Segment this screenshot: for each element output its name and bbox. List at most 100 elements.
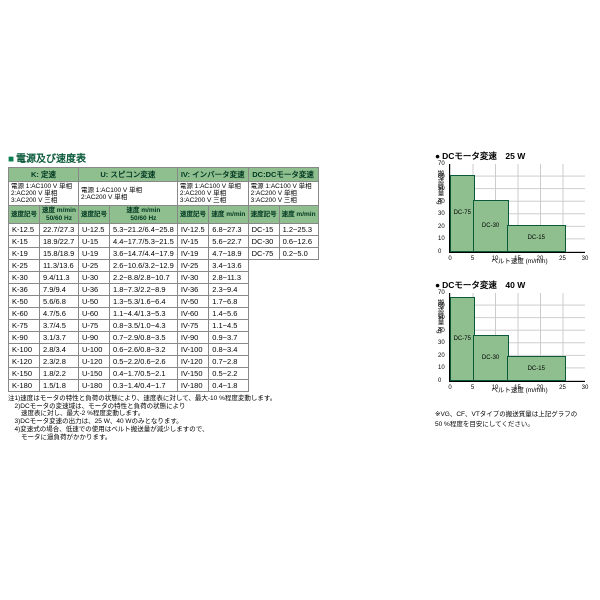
speed-code: K-12.5	[9, 223, 40, 235]
note-line: モータに過負荷がかかります。	[8, 434, 592, 442]
chart-bar: DC-30	[473, 200, 509, 252]
x-tick: 15	[514, 256, 521, 262]
speed-value: 0.9~3.7	[209, 331, 248, 343]
speed-table: K: 定速U: スピコン変速IV: インバータ変速DC:DCモータ変速電源 1:…	[8, 167, 319, 392]
chart-title: DCモータ変速 40 W	[435, 279, 590, 291]
speed-code: U-30	[78, 271, 109, 283]
y-tick: 10	[438, 236, 445, 242]
speed-code: DC-30	[248, 235, 279, 247]
col-val: 速度 m/min 50/60 Hz	[40, 206, 79, 223]
speed-value: 11.3/13.6	[40, 259, 79, 271]
speed-value: 0.4~1.7/0.5~2.1	[109, 367, 177, 379]
speed-code: IV-25	[177, 259, 208, 271]
group-header: IV: インバータ変速	[177, 168, 248, 182]
col-code: 速度記号	[248, 206, 279, 223]
y-tick: 60	[438, 174, 445, 180]
col-val: 速度 m/min 50/60 Hz	[109, 206, 177, 223]
speed-code: IV-180	[177, 379, 208, 391]
speed-value: 0.4~1.8	[209, 379, 248, 391]
speed-code: IV-30	[177, 271, 208, 283]
power-spec: 電源 1:AC100 V 単相 2:AC200 V 単相	[78, 182, 177, 206]
speed-code: IV-120	[177, 355, 208, 367]
group-header: K: 定速	[9, 168, 79, 182]
speed-code: IV-100	[177, 343, 208, 355]
x-tick: 30	[582, 256, 589, 262]
speed-code: IV-150	[177, 367, 208, 379]
speed-code: U-75	[78, 319, 109, 331]
y-tick: 10	[438, 365, 445, 371]
speed-value: 0.5~2.2	[209, 367, 248, 379]
chart-bar: DC-15	[507, 225, 566, 252]
speed-code: U-180	[78, 379, 109, 391]
x-tick: 10	[492, 256, 499, 262]
speed-code: K-180	[9, 379, 40, 391]
speed-code: IV-75	[177, 319, 208, 331]
x-tick: 5	[471, 385, 474, 391]
speed-code: K-100	[9, 343, 40, 355]
speed-code: K-25	[9, 259, 40, 271]
speed-code: U-100	[78, 343, 109, 355]
speed-value: 0.6~12.6	[279, 235, 318, 247]
group-header: U: スピコン変速	[78, 168, 177, 182]
speed-value: 0.6~2.6/0.8~3.2	[109, 343, 177, 355]
x-tick: 15	[514, 385, 521, 391]
speed-value: 0.3~1.4/0.4~1.7	[109, 379, 177, 391]
speed-value: 4.7~18.9	[209, 247, 248, 259]
col-val: 速度 m/min	[279, 206, 318, 223]
speed-value: 5.6/6.8	[40, 295, 79, 307]
speed-code: DC-75	[248, 247, 279, 259]
group-header: DC:DCモータ変速	[248, 168, 318, 182]
chart-footnote: ※VG、CF、VTタイプの搬送質量は上記グラフの 50 %程度を目安にしてくださ…	[435, 408, 590, 428]
speed-value: 18.9/22.7	[40, 235, 79, 247]
speed-value: 0.2~5.0	[279, 247, 318, 259]
speed-code: U-25	[78, 259, 109, 271]
chart-bar: DC-30	[473, 335, 509, 381]
speed-value: 0.7~2.9/0.8~3.5	[109, 331, 177, 343]
speed-value: 2.3~9.4	[209, 283, 248, 295]
charts-container: DCモータ変速 25 W搬送質量 kgDC-75DC-30DC-15010203…	[435, 150, 590, 428]
speed-code: U-36	[78, 283, 109, 295]
x-tick: 25	[559, 385, 566, 391]
speed-code: U-60	[78, 307, 109, 319]
speed-code: U-19	[78, 247, 109, 259]
speed-code: K-36	[9, 283, 40, 295]
x-tick: 20	[537, 385, 544, 391]
speed-code: U-120	[78, 355, 109, 367]
speed-value: 4.4~17.7/5.3~21.5	[109, 235, 177, 247]
speed-code: DC-15	[248, 223, 279, 235]
speed-value: 1.7~6.8	[209, 295, 248, 307]
y-tick: 40	[438, 199, 445, 205]
speed-code: K-50	[9, 295, 40, 307]
x-tick: 0	[448, 385, 451, 391]
speed-value: 5.6~22.7	[209, 235, 248, 247]
speed-value: 1.8/2.2	[40, 367, 79, 379]
col-code: 速度記号	[78, 206, 109, 223]
speed-value: 7.9/9.4	[40, 283, 79, 295]
y-tick: 30	[438, 340, 445, 346]
speed-value: 1.2~25.3	[279, 223, 318, 235]
speed-code: U-90	[78, 331, 109, 343]
y-tick: 30	[438, 211, 445, 217]
speed-value: 9.4/11.3	[40, 271, 79, 283]
speed-value: 6.8~27.3	[209, 223, 248, 235]
speed-code: K-60	[9, 307, 40, 319]
x-tick: 30	[582, 385, 589, 391]
x-tick: 25	[559, 256, 566, 262]
col-code: 速度記号	[177, 206, 208, 223]
speed-code: K-19	[9, 247, 40, 259]
speed-code: U-150	[78, 367, 109, 379]
y-tick: 0	[438, 378, 441, 384]
speed-value: 1.4~5.6	[209, 307, 248, 319]
y-tick: 50	[438, 186, 445, 192]
speed-value: 5.3~21.2/6.4~25.8	[109, 223, 177, 235]
speed-value: 4.7/5.6	[40, 307, 79, 319]
speed-code: K-15	[9, 235, 40, 247]
chart-title: DCモータ変速 25 W	[435, 150, 590, 162]
speed-value: 1.1~4.5	[209, 319, 248, 331]
speed-value: 22.7/27.3	[40, 223, 79, 235]
y-tick: 70	[438, 161, 445, 167]
speed-value: 3.6~14.7/4.4~17.9	[109, 247, 177, 259]
speed-code: K-150	[9, 367, 40, 379]
x-tick: 5	[471, 256, 474, 262]
power-spec: 電源 1:AC100 V 単相 2:AC200 V 単相 3:AC200 V 三…	[9, 182, 79, 206]
